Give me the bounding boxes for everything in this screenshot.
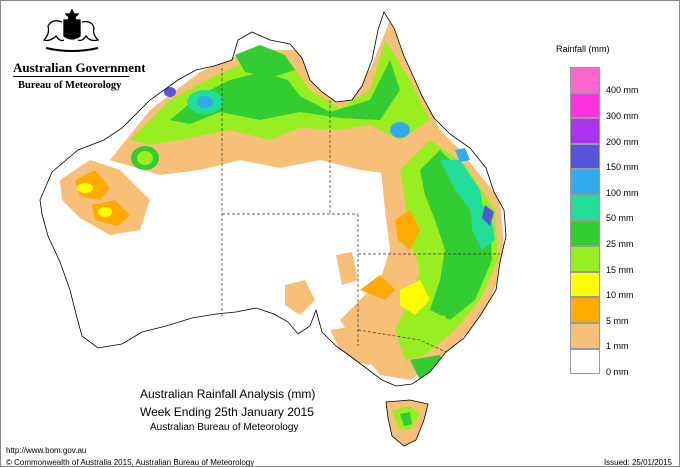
legend-label: 10 mm	[606, 290, 634, 301]
map-credit: Australian Bureau of Meteorology	[150, 422, 299, 433]
legend-label: 50 mm	[606, 213, 634, 224]
legend-label: 300 mm	[606, 111, 639, 121]
government-title: Australian Government	[13, 60, 146, 75]
legend-label: 400 mm	[606, 85, 639, 96]
legend-label: 15 mm	[606, 264, 634, 275]
legend-swatch	[570, 220, 600, 247]
legend-swatch	[570, 92, 600, 119]
bom-link[interactable]: http://www.bom.gov.au	[6, 446, 87, 455]
legend-swatch	[570, 143, 600, 170]
legend-label: 200 mm	[606, 136, 639, 147]
legend-title: Rainfall (mm)	[556, 44, 610, 54]
rainfall-map	[39, 11, 507, 447]
legend-swatch	[570, 246, 600, 272]
tasmania	[385, 399, 429, 447]
bureau-title: Bureau of Meteorology	[18, 80, 122, 91]
legend-label: 0 mm	[606, 367, 629, 377]
legend-swatch	[570, 67, 600, 93]
legend-swatch	[570, 322, 600, 349]
legend-label: 150 mm	[606, 162, 639, 173]
legend-swatch	[570, 271, 600, 298]
legend-label: 100 mm	[606, 187, 639, 198]
issued-date: Issued: 25/01/2015	[603, 458, 672, 467]
copyright-notice: © Commonwealth of Australia 2015, Austra…	[6, 458, 255, 467]
legend-label: 5 mm	[606, 315, 629, 326]
legend-swatch	[570, 348, 600, 375]
legend-swatch	[570, 194, 600, 221]
map-title: Australian Rainfall Analysis (mm)	[140, 387, 316, 401]
title-divider	[13, 76, 129, 77]
legend-label: 25 mm	[606, 239, 634, 249]
legend-swatch	[570, 297, 600, 323]
coat-of-arms-icon	[42, 8, 100, 52]
map-subtitle: Week Ending 25th January 2015	[140, 405, 314, 419]
legend-swatch	[570, 169, 600, 195]
legend-label: 1 mm	[606, 341, 629, 352]
legend-color-bar	[570, 67, 600, 375]
legend-swatch	[570, 118, 600, 144]
